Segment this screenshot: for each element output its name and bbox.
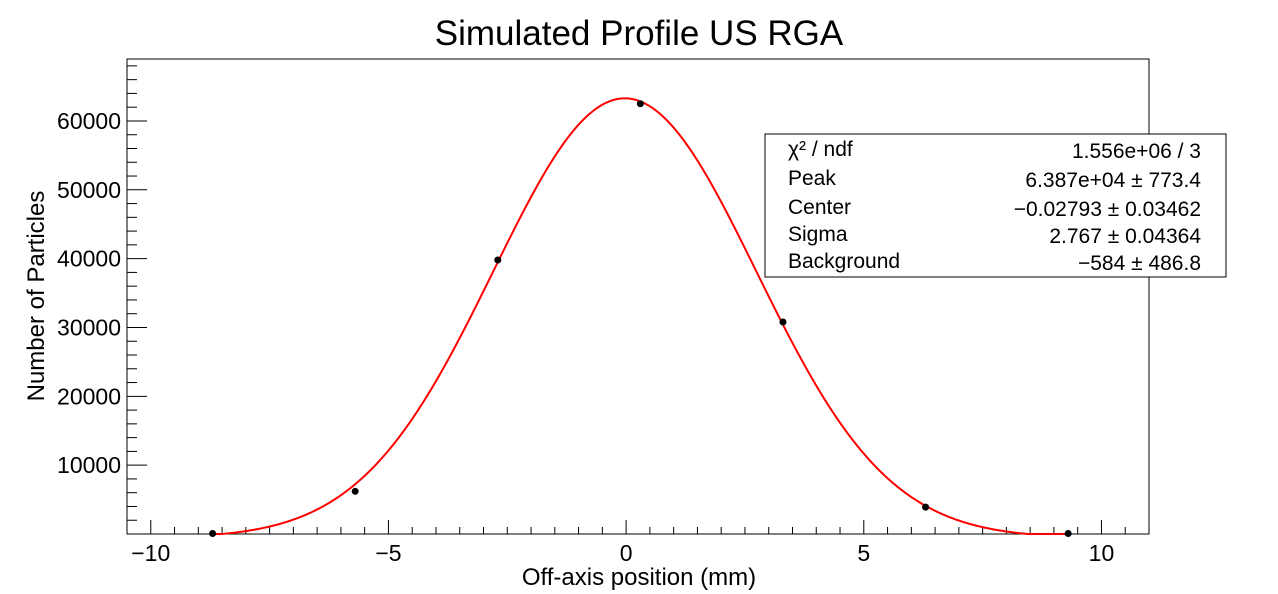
data-point [922, 503, 930, 511]
stats-box-frame [764, 133, 1227, 278]
stats-value: 6.387e+04 ± 773.4 [1025, 169, 1201, 192]
x-tick-label: 5 [857, 540, 870, 566]
tick-labels: −10 −5 0 5 10 10000 20000 30000 40000 50000 60000 [57, 108, 1114, 566]
y-tick-label: 50000 [57, 177, 121, 203]
y-tick-label: 60000 [57, 108, 121, 134]
y-tick-label: 30000 [57, 314, 121, 340]
data-point [209, 530, 217, 537]
plot-frame [126, 58, 1150, 535]
data-point [494, 256, 502, 264]
stats-label: χ² / ndf [788, 138, 853, 161]
y-axis-title: Number of Particles [23, 191, 50, 402]
x-tick-label: −10 [131, 540, 170, 566]
stats-value: −0.02793 ± 0.03462 [1014, 198, 1201, 221]
y-tick-label: 10000 [57, 452, 121, 478]
stats-label: Center [788, 196, 851, 219]
x-tick-label: 0 [620, 540, 633, 566]
stats-label: Peak [788, 167, 836, 190]
stats-label: Sigma [788, 223, 848, 246]
stats-value: 2.767 ± 0.04364 [1049, 225, 1201, 248]
data-point [779, 318, 787, 326]
data-point [1064, 530, 1072, 537]
stats-box: χ² / ndf 1.556e+06 / 3 Peak 6.387e+04 ± 773… [764, 133, 1227, 278]
stats-value: 1.556e+06 / 3 [1072, 140, 1201, 163]
data-point [636, 100, 644, 108]
y-tick-label: 20000 [57, 383, 121, 409]
x-tick-label: −5 [375, 540, 401, 566]
stats-value: −584 ± 486.8 [1078, 252, 1201, 275]
chart-title: Simulated Profile US RGA [435, 14, 844, 53]
data-points [209, 100, 1072, 537]
stats-label: Background [788, 250, 900, 273]
x-tick-label: 10 [1089, 540, 1115, 566]
x-axis-title: Off-axis position (mm) [522, 564, 756, 591]
y-tick-label: 40000 [57, 246, 121, 272]
data-point [351, 487, 359, 495]
